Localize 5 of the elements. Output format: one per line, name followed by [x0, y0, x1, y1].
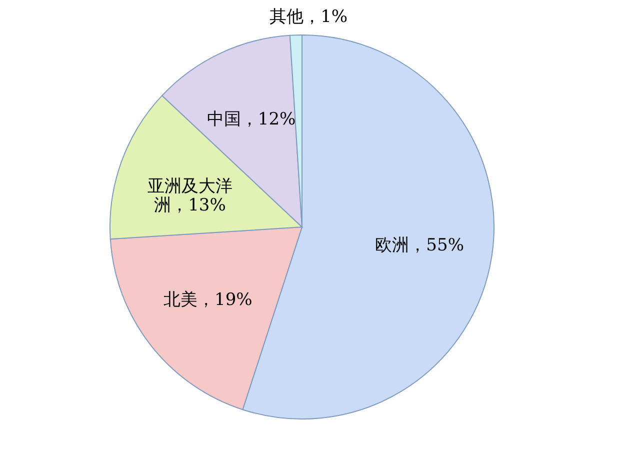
slice-label: 北美，19%	[164, 290, 252, 310]
slice-label: 其他，1%	[270, 7, 348, 28]
slice-label: 中国，12%	[206, 109, 296, 130]
slice-label: 亚洲及大洋洲，13%	[148, 176, 232, 216]
slice-label: 欧洲，55%	[375, 236, 464, 256]
